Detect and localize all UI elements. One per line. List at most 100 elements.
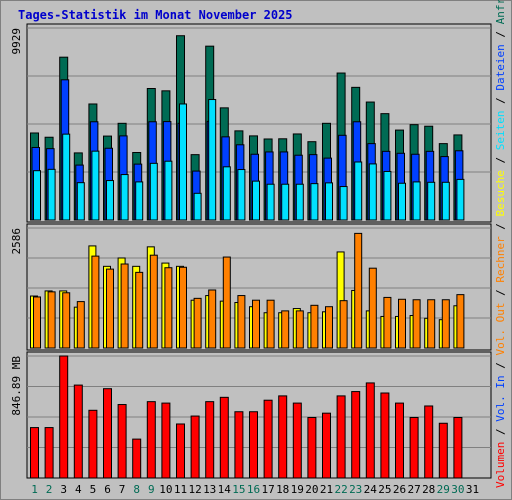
bar-volumen bbox=[395, 402, 404, 479]
bar-volumen bbox=[234, 411, 244, 479]
bar-rechner bbox=[310, 304, 319, 349]
panel-border bbox=[26, 23, 492, 223]
bar-volumen bbox=[307, 416, 317, 479]
bar-seiten bbox=[91, 150, 100, 221]
bar-volumen bbox=[190, 415, 200, 479]
legend-entry: / bbox=[494, 216, 507, 236]
day-label: 6 bbox=[104, 483, 111, 496]
legend-entry: Vol. Out bbox=[494, 303, 507, 356]
day-label: 23 bbox=[349, 483, 362, 496]
bar-rechner bbox=[120, 263, 129, 349]
bar-seiten bbox=[208, 99, 217, 221]
bar-rechner bbox=[106, 268, 114, 349]
day-label: 8 bbox=[133, 483, 140, 496]
bar-rechner bbox=[281, 310, 290, 349]
bar-volumen bbox=[219, 396, 229, 479]
bar-rechner bbox=[412, 299, 421, 349]
y-max-label: 9929 bbox=[10, 28, 23, 55]
bar-seiten bbox=[106, 180, 114, 221]
bar-volumen bbox=[132, 438, 142, 479]
day-label: 15 bbox=[232, 483, 245, 496]
bar-rechner bbox=[456, 294, 465, 349]
bar-rechner bbox=[179, 266, 187, 349]
bar-rechner bbox=[91, 255, 100, 349]
day-label: 12 bbox=[188, 483, 201, 496]
bar-seiten bbox=[47, 168, 56, 221]
bar-seiten bbox=[383, 170, 392, 221]
bar-seiten bbox=[398, 182, 406, 221]
bar-volumen bbox=[292, 402, 302, 479]
legend-entry: Besuche bbox=[494, 170, 507, 216]
bar-rechner bbox=[135, 271, 144, 349]
bar-volumen bbox=[380, 392, 390, 479]
bar-volumen bbox=[278, 395, 288, 479]
bar-seiten bbox=[149, 162, 158, 221]
bar-volumen bbox=[438, 422, 448, 479]
day-label: 19 bbox=[291, 483, 304, 496]
bar-seiten bbox=[266, 183, 275, 221]
day-label: 28 bbox=[422, 483, 435, 496]
day-label: 16 bbox=[247, 483, 260, 496]
bar-seiten bbox=[164, 160, 173, 221]
bar-volumen bbox=[336, 395, 346, 479]
day-label: 31 bbox=[466, 483, 479, 496]
bar-seiten bbox=[412, 181, 421, 221]
bar-seiten bbox=[295, 183, 304, 221]
bar-rechner bbox=[295, 310, 304, 349]
panel-border bbox=[26, 223, 492, 351]
legend-entry: Vol. In bbox=[494, 375, 507, 421]
day-label: 30 bbox=[451, 483, 464, 496]
bar-seiten bbox=[456, 178, 465, 221]
day-label: 5 bbox=[90, 483, 97, 496]
bar-rechner bbox=[76, 301, 85, 349]
day-label: 3 bbox=[60, 483, 67, 496]
bar-rechner bbox=[62, 292, 71, 349]
bar-seiten bbox=[325, 182, 333, 221]
right-legend: Volumen / Vol. In / Vol. Out / Rechner /… bbox=[494, 0, 507, 488]
bar-seiten bbox=[310, 183, 319, 221]
bar-rechner bbox=[164, 267, 173, 349]
bar-volumen bbox=[30, 427, 39, 479]
day-label: 24 bbox=[364, 483, 378, 496]
bar-rechner bbox=[47, 291, 56, 349]
bar-rechner bbox=[325, 306, 333, 349]
series-group-volume bbox=[30, 355, 463, 479]
day-label: 13 bbox=[203, 483, 216, 496]
bar-seiten bbox=[368, 163, 377, 221]
y-max-label: 2586 bbox=[10, 228, 23, 255]
bar-volumen bbox=[365, 382, 375, 479]
day-label: 18 bbox=[276, 483, 289, 496]
legend-entry: Seiten bbox=[494, 110, 507, 150]
panel-border bbox=[26, 351, 492, 479]
chart-title: Tages-Statistik im Monat November 2025 bbox=[18, 8, 293, 22]
day-label: 21 bbox=[320, 483, 333, 496]
bar-volumen bbox=[161, 402, 171, 479]
day-label: 2 bbox=[46, 483, 53, 496]
bar-rechner bbox=[441, 299, 450, 349]
bar-volumen bbox=[409, 416, 419, 479]
bar-rechner bbox=[149, 254, 158, 349]
bar-seiten bbox=[62, 133, 71, 221]
day-label: 22 bbox=[334, 483, 347, 496]
bar-seiten bbox=[354, 161, 363, 221]
bar-rechner bbox=[193, 297, 202, 349]
bar-volumen bbox=[146, 401, 156, 479]
day-label: 7 bbox=[119, 483, 126, 496]
day-label: 27 bbox=[407, 483, 420, 496]
bar-seiten bbox=[222, 166, 231, 221]
y-max-label: 846.89 MB bbox=[10, 356, 23, 416]
bar-volumen bbox=[44, 427, 54, 479]
day-label: 17 bbox=[261, 483, 274, 496]
bar-seiten bbox=[76, 182, 85, 221]
legend-entry: / bbox=[494, 283, 507, 303]
legend-entry: Dateien bbox=[494, 44, 507, 90]
day-label: 29 bbox=[437, 483, 450, 496]
series-group-hits bbox=[30, 35, 465, 221]
bar-rechner bbox=[266, 299, 275, 349]
bar-rechner bbox=[383, 296, 392, 349]
bar-rechner bbox=[252, 299, 260, 349]
bar-rechner bbox=[354, 232, 363, 349]
day-label: 11 bbox=[174, 483, 187, 496]
bar-rechner bbox=[222, 256, 231, 349]
bar-rechner bbox=[237, 295, 246, 349]
